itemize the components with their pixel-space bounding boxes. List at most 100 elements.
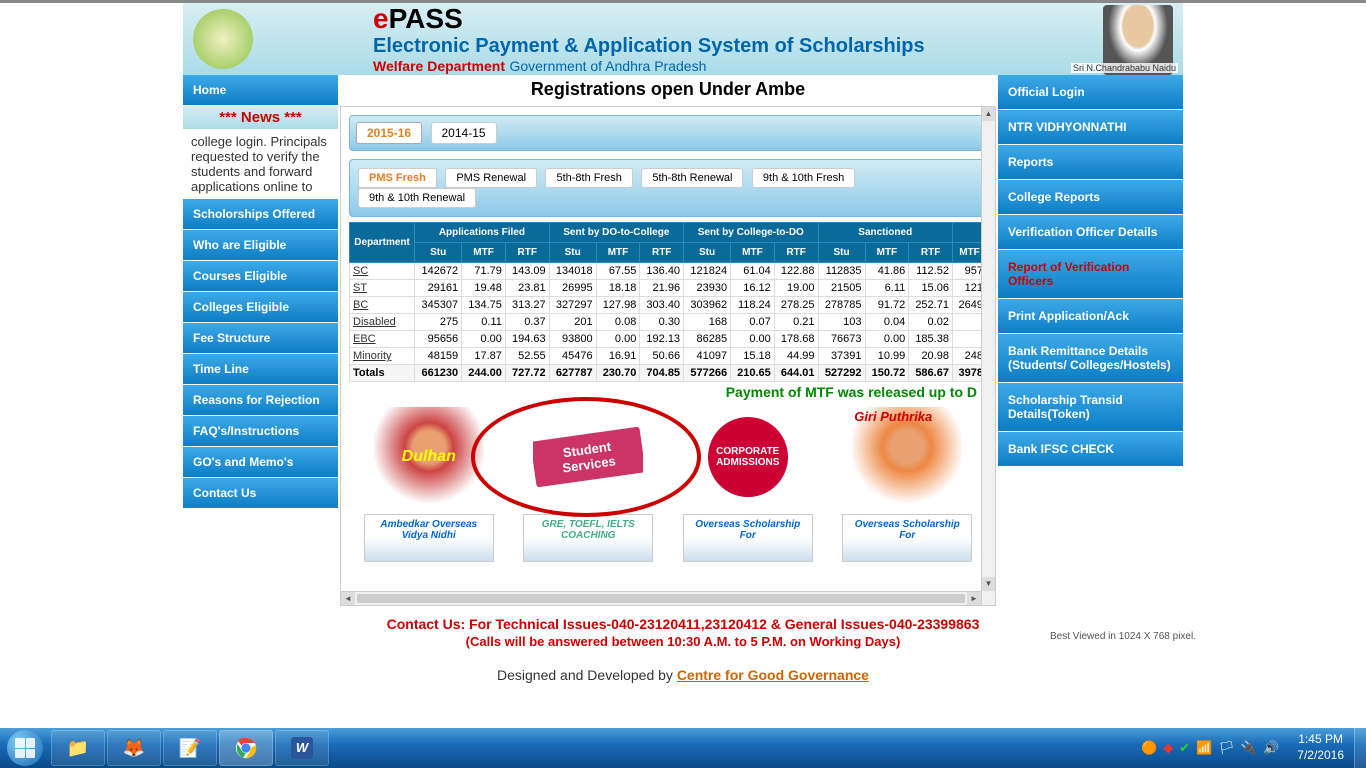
right-nav-2[interactable]: Reports [998, 145, 1183, 180]
type-tab-pms-renewal[interactable]: PMS Renewal [445, 168, 537, 188]
nav-who-eligible[interactable]: Who are Eligible [183, 230, 338, 261]
table-row: SC14267271.79143.0913401867.55136.401218… [350, 263, 987, 280]
th-department: Department [350, 223, 415, 263]
dept-cell[interactable]: BC [350, 297, 415, 314]
type-tab-5-8-renewal[interactable]: 5th-8th Renewal [641, 168, 743, 188]
tray-power-icon[interactable]: 🔌 [1241, 740, 1257, 756]
right-nav-8[interactable]: Scholarship Transid Details(Token) [998, 383, 1183, 432]
data-cell: 278.25 [774, 297, 818, 314]
tray-check-icon[interactable]: ✔ [1179, 740, 1190, 756]
page-header: ePASS Electronic Payment & Application S… [183, 3, 1183, 75]
right-nav-4[interactable]: Verification Officer Details [998, 215, 1183, 250]
taskbar-notepad-icon[interactable]: 📝 [163, 730, 217, 766]
type-tab-9-10-renewal[interactable]: 9th & 10th Renewal [358, 188, 476, 208]
th-sanctioned: Sanctioned [818, 223, 952, 243]
header-subtitle: Electronic Payment & Application System … [373, 35, 925, 58]
right-nav-9[interactable]: Bank IFSC CHECK [998, 432, 1183, 467]
right-nav-3[interactable]: College Reports [998, 180, 1183, 215]
scroll-thumb[interactable] [357, 594, 965, 603]
tray-volume-icon[interactable]: 🔊 [1263, 740, 1279, 756]
show-desktop-button[interactable] [1354, 728, 1366, 768]
card-overseas-2[interactable]: Overseas Scholarship For [842, 514, 972, 562]
nav-gos-memos[interactable]: GO's and Memo's [183, 447, 338, 478]
dept-cell[interactable]: EBC [350, 331, 415, 348]
year-tab-2014-15[interactable]: 2014-15 [431, 122, 497, 144]
nav-home[interactable]: Home [183, 75, 338, 106]
type-tab-5-8-fresh[interactable]: 5th-8th Fresh [545, 168, 632, 188]
type-tab-9-10-fresh[interactable]: 9th & 10th Fresh [752, 168, 855, 188]
scroll-down-icon[interactable]: ▼ [982, 577, 995, 591]
dept-cell[interactable]: SC [350, 263, 415, 280]
right-nav-7[interactable]: Bank Remittance Details (Students/ Colle… [998, 334, 1183, 383]
data-cell: 303.40 [640, 297, 684, 314]
data-cell: 142672 [415, 263, 462, 280]
data-cell: 6.11 [865, 280, 909, 297]
right-nav-0[interactable]: Official Login [998, 75, 1183, 110]
card-ambedkar[interactable]: Ambedkar Overseas Vidya Nidhi [364, 514, 494, 562]
student-services-icon[interactable]: Student Services [533, 407, 643, 507]
data-cell: 252.71 [909, 297, 953, 314]
taskbar-chrome-icon[interactable] [219, 730, 273, 766]
data-cell: 134.75 [462, 297, 506, 314]
data-cell: 127.98 [596, 297, 640, 314]
taskbar-clock[interactable]: 1:45 PM 7/2/2016 [1287, 732, 1354, 763]
tray-flag-icon[interactable]: 🏳 [1218, 740, 1235, 756]
right-nav-1[interactable]: NTR VIDHYONNATHI [998, 110, 1183, 145]
type-tab-pms-fresh[interactable]: PMS Fresh [358, 168, 437, 188]
data-cell: 16.12 [731, 280, 775, 297]
totals-cell: 577266 [684, 365, 731, 382]
footer-link[interactable]: Centre for Good Governance [677, 667, 869, 683]
icon-row: Dulhan Student Services CORPORATEADMISSI… [349, 402, 987, 512]
year-tab-2015-16[interactable]: 2015-16 [356, 122, 422, 144]
corporate-admissions-icon[interactable]: CORPORATEADMISSIONS [693, 407, 803, 507]
tray-icon-4[interactable]: 📶 [1196, 740, 1212, 756]
scroll-left-icon[interactable]: ◄ [341, 592, 355, 605]
th-do-college: Sent by DO-to-College [549, 223, 683, 243]
nav-fee-structure[interactable]: Fee Structure [183, 323, 338, 354]
nav-scholarships-offered[interactable]: Scholorships Offered [183, 199, 338, 230]
taskbar-explorer-icon[interactable]: 📁 [51, 730, 105, 766]
right-nav-6[interactable]: Print Application/Ack [998, 299, 1183, 334]
nav-reasons-rejection[interactable]: Reasons for Rejection [183, 385, 338, 416]
title-e: e [373, 3, 389, 34]
start-button[interactable] [0, 728, 50, 768]
data-table: Department Applications Filed Sent by DO… [349, 222, 987, 382]
tray-pdf-icon[interactable]: ◆ [1163, 740, 1173, 756]
giri-puthrika-icon[interactable]: Giri Puthrika [852, 407, 962, 507]
content-panel: 2015-16 2014-15 PMS Fresh PMS Renewal 5t… [340, 106, 996, 606]
card-overseas-1[interactable]: Overseas Scholarship For [683, 514, 813, 562]
vertical-scrollbar[interactable]: ▲ ▼ [981, 107, 995, 605]
data-cell: 19.00 [774, 280, 818, 297]
contact-line1: Contact Us: For Technical Issues-040-231… [183, 608, 1183, 634]
taskbar-word-icon[interactable]: W [275, 730, 329, 766]
data-cell: 345307 [415, 297, 462, 314]
nav-courses-eligible[interactable]: Courses Eligible [183, 261, 338, 292]
data-cell: 23.81 [505, 280, 549, 297]
data-cell: 0.07 [731, 314, 775, 331]
dept-cell[interactable]: Disabled [350, 314, 415, 331]
totals-cell: 210.65 [731, 365, 775, 382]
horizontal-scrollbar[interactable]: ◄ ► [341, 591, 981, 605]
data-cell: 48159 [415, 348, 462, 365]
scroll-up-icon[interactable]: ▲ [982, 107, 995, 121]
nav-contact-us[interactable]: Contact Us [183, 478, 338, 509]
data-cell: 10.99 [865, 348, 909, 365]
dulhan-icon[interactable]: Dulhan [374, 407, 484, 507]
data-cell: 20.98 [909, 348, 953, 365]
dept-cell[interactable]: ST [350, 280, 415, 297]
nav-faqs[interactable]: FAQ's/Instructions [183, 416, 338, 447]
nav-colleges-eligible[interactable]: Colleges Eligible [183, 292, 338, 323]
card-gre[interactable]: GRE, TOEFL, IELTS COACHING [523, 514, 653, 562]
data-cell: 18.18 [596, 280, 640, 297]
totals-cell: 230.70 [596, 365, 640, 382]
windows-logo-icon [7, 730, 43, 766]
taskbar-firefox-icon[interactable]: 🦊 [107, 730, 161, 766]
data-cell: 21.96 [640, 280, 684, 297]
tray-icon-1[interactable]: 🟠 [1141, 740, 1157, 756]
nav-time-line[interactable]: Time Line [183, 354, 338, 385]
scroll-right-icon[interactable]: ► [967, 592, 981, 605]
th-sub-10: MTF [865, 243, 909, 263]
right-nav-5[interactable]: Report of Verification Officers [998, 250, 1183, 299]
dept-cell[interactable]: Minority [350, 348, 415, 365]
data-cell: 103 [818, 314, 865, 331]
